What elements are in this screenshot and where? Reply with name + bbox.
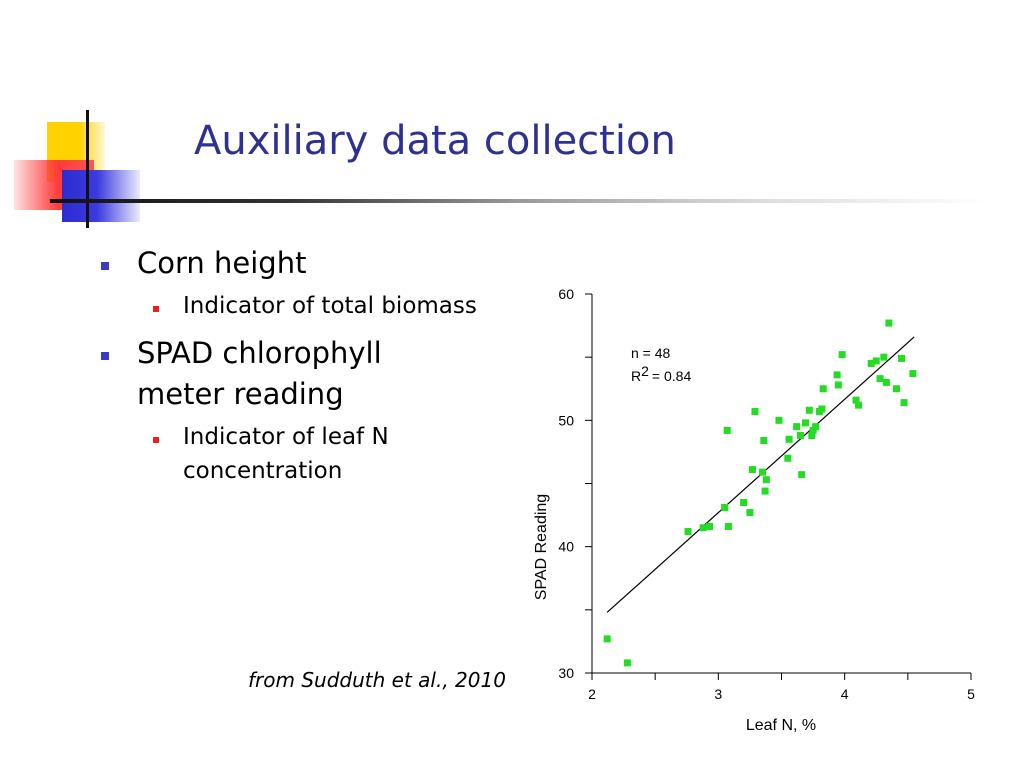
data-point bbox=[723, 426, 731, 434]
data-point bbox=[748, 466, 756, 474]
data-point bbox=[885, 319, 893, 327]
y-tick-label: 60 bbox=[558, 286, 574, 302]
data-point bbox=[740, 498, 748, 506]
data-points bbox=[603, 319, 917, 667]
data-point bbox=[746, 509, 754, 517]
annotation-r-sup: 2 bbox=[641, 363, 649, 379]
data-point bbox=[798, 471, 806, 479]
bullet-corn-height: Corn height bbox=[137, 246, 307, 280]
data-point bbox=[819, 385, 827, 393]
source-caption: from Sudduth et al., 2010 bbox=[248, 668, 506, 692]
data-point bbox=[805, 406, 813, 414]
data-point bbox=[876, 375, 884, 383]
slide-title: Auxiliary data collection bbox=[194, 118, 676, 164]
sub-bullet-marker bbox=[153, 437, 159, 443]
data-point bbox=[762, 476, 770, 484]
data-point bbox=[812, 423, 820, 431]
bullet-spad-line2: meter reading bbox=[137, 377, 344, 411]
data-point bbox=[867, 359, 875, 367]
data-point bbox=[796, 431, 804, 439]
data-point bbox=[834, 381, 842, 389]
data-point bbox=[761, 487, 769, 495]
sub-bullet-biomass: Indicator of total biomass bbox=[183, 293, 477, 319]
data-point bbox=[833, 371, 841, 379]
data-point bbox=[852, 396, 860, 404]
data-point bbox=[623, 659, 631, 667]
sub-bullet-leaf-n-line2: concentration bbox=[183, 458, 343, 484]
bullet-marker bbox=[101, 262, 109, 270]
data-point bbox=[882, 378, 890, 386]
data-point bbox=[802, 419, 810, 427]
x-tick-label: 3 bbox=[714, 686, 722, 702]
data-point bbox=[909, 370, 917, 378]
y-tick-label: 40 bbox=[558, 539, 574, 555]
data-point bbox=[880, 353, 888, 361]
bullet-marker bbox=[101, 352, 109, 360]
sub-bullet-marker bbox=[153, 306, 159, 312]
annotation-r2: R2 = 0.84 bbox=[631, 363, 691, 384]
bullet-spad-line1: SPAD chlorophyll bbox=[137, 336, 382, 370]
data-point bbox=[818, 405, 826, 413]
annotation-r-value: = 0.84 bbox=[652, 368, 692, 384]
data-point bbox=[724, 522, 732, 530]
data-point bbox=[603, 635, 611, 643]
data-point bbox=[855, 401, 863, 409]
x-tick-label: 2 bbox=[588, 686, 596, 702]
x-axis-label: Leaf N, % bbox=[746, 717, 816, 734]
data-point bbox=[838, 351, 846, 359]
data-point bbox=[721, 504, 729, 512]
annotation-n: n = 48 bbox=[631, 345, 671, 361]
data-point bbox=[900, 399, 908, 407]
data-point bbox=[751, 407, 759, 415]
decor-blue-square bbox=[62, 170, 140, 222]
decor-vertical-line bbox=[86, 110, 89, 228]
data-point bbox=[809, 426, 817, 434]
data-point bbox=[775, 416, 783, 424]
data-point bbox=[785, 435, 793, 443]
data-point bbox=[793, 423, 801, 431]
y-tick-label: 30 bbox=[558, 665, 574, 681]
sub-bullet-leaf-n-line1: Indicator of leaf N bbox=[183, 424, 389, 450]
data-point bbox=[759, 468, 767, 476]
annotation-r: R bbox=[631, 368, 641, 384]
data-point bbox=[684, 528, 692, 536]
x-tick-label: 5 bbox=[967, 686, 975, 702]
data-point bbox=[892, 385, 900, 393]
y-axis-label: SPAD Reading bbox=[533, 494, 550, 600]
title-underline bbox=[50, 199, 990, 203]
data-point bbox=[699, 524, 707, 532]
data-point bbox=[705, 522, 713, 530]
chart-ticks: 2 3 4 5 30 40 50 60 bbox=[558, 286, 975, 702]
data-point bbox=[784, 454, 792, 462]
data-point bbox=[760, 437, 768, 445]
data-point bbox=[872, 357, 880, 365]
data-point bbox=[808, 431, 816, 439]
data-point bbox=[898, 354, 906, 362]
y-tick-label: 50 bbox=[558, 412, 574, 428]
x-tick-label: 4 bbox=[841, 686, 849, 702]
